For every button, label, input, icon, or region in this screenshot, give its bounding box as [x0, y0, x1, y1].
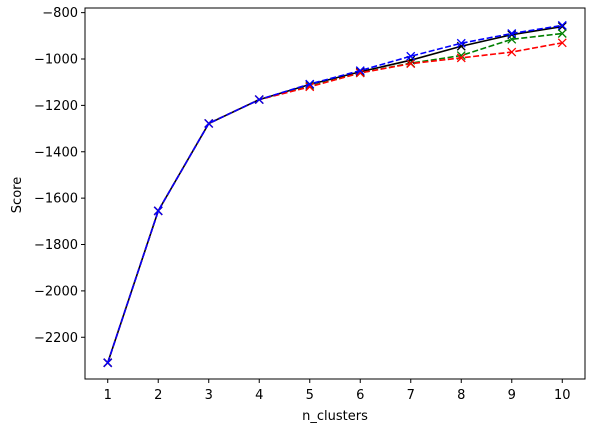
data-point-marker [254, 95, 264, 105]
axes-frame [84, 7, 586, 380]
x-tick-label: 5 [306, 388, 314, 403]
x-tick-label: 9 [508, 388, 516, 403]
series-line [106, 41, 563, 364]
x-tick-label: 2 [154, 388, 162, 403]
data-point-marker [103, 358, 113, 368]
data-point-marker [355, 68, 365, 78]
y-tick-label: −1800 [34, 238, 78, 253]
data-point-marker [456, 53, 466, 63]
y-axis-label: Score [10, 177, 25, 213]
x-tick-label: 4 [255, 388, 263, 403]
series-layer [103, 20, 567, 368]
y-tick-label: −1200 [34, 99, 78, 114]
y-tick-label: −2200 [34, 331, 78, 346]
x-tick-label: 7 [407, 388, 415, 403]
data-point-marker [204, 119, 214, 128]
data-point-marker [507, 47, 517, 57]
plot-background [85, 8, 585, 379]
data-point-marker [557, 38, 567, 48]
x-tick-label: 1 [104, 388, 112, 403]
plot-area [85, 8, 585, 379]
x-tick-label: 3 [205, 388, 213, 403]
data-point-marker [355, 66, 365, 76]
data-point-marker [406, 59, 416, 69]
data-point-marker [406, 51, 416, 61]
y-tick-label: −2000 [34, 284, 78, 299]
data-point-marker [557, 22, 567, 32]
series-4 [103, 20, 567, 368]
data-point-marker [507, 29, 517, 38]
x-tick-label: 8 [457, 388, 465, 403]
x-tick-label: 10 [554, 388, 571, 403]
axes-layer: 1 2 3 4 5 6 7 8 9 10 −2200 −2000 −1800 −1600 −1400 −120… [34, 6, 586, 403]
data-point-marker [153, 206, 163, 216]
x-tick-label: 6 [356, 388, 364, 403]
x-axis-label: n_clusters [302, 409, 368, 424]
data-point-marker [305, 79, 315, 89]
y-tick-label: −800 [42, 6, 78, 21]
data-point-marker [557, 29, 567, 38]
y-tick-label: −1000 [34, 53, 78, 68]
data-point-marker [557, 20, 567, 30]
series-line [106, 24, 563, 364]
y-tick-label: −1600 [34, 192, 78, 207]
data-point-marker [456, 38, 466, 48]
y-tick-label: −1400 [34, 145, 78, 160]
